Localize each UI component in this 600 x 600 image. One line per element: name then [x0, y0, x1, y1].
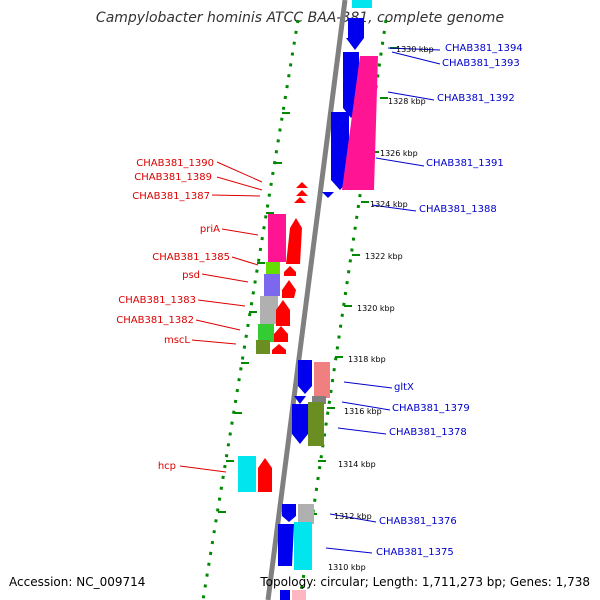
gene-label: CHAB381_1378 — [389, 427, 467, 438]
gene-label: CHAB381_1385 — [152, 252, 230, 263]
gene-block-psd — [264, 274, 280, 296]
gene-block-gltX-dark — [312, 396, 326, 404]
gene-arrow-1393 — [342, 56, 378, 190]
gene-arrow-1375 — [278, 524, 294, 566]
gene-arrow-1378 — [292, 404, 308, 444]
gene-label: CHAB381_1379 — [392, 403, 470, 414]
map-title: Campylobacter hominis ATCC BAA-381, comp… — [95, 10, 505, 26]
gene-arrow-1390 — [296, 182, 308, 188]
tick-label: 1318 kbp — [348, 355, 386, 364]
plus-strand-genes — [278, 0, 378, 600]
gene-block-priA — [268, 214, 286, 262]
tick-label: 1316 kbp — [344, 407, 382, 416]
gene-block-bottom-blue — [280, 590, 290, 600]
gene-arrow-1379b — [294, 396, 306, 404]
gene-block-hcp — [238, 456, 256, 492]
label-connectors-right — [325, 47, 441, 554]
genome-backbone — [265, 0, 348, 600]
minus-strand-labels: CHAB381_1390 CHAB381_1389 CHAB381_1387 p… — [116, 158, 230, 472]
gene-label: mscL — [164, 335, 190, 346]
gene-arrow-mscL — [272, 344, 286, 354]
minus-strand-genes — [238, 182, 308, 492]
gene-block-mscL — [256, 340, 270, 354]
gene-arrow-1383 — [276, 300, 290, 326]
plus-strand-labels: CHAB381_1394 CHAB381_1393 CHAB381_1392 C… — [376, 43, 523, 558]
tick-label: 1310 kbp — [328, 563, 366, 572]
gene-label: CHAB381_1390 — [136, 158, 214, 169]
gene-arrow-1394 — [346, 38, 364, 50]
gene-block-1385 — [266, 262, 280, 274]
gene-arrow-priA — [286, 218, 302, 264]
gene-label: CHAB381_1391 — [426, 158, 504, 169]
tick-label: 1314 kbp — [338, 460, 376, 469]
tick-label: 1322 kbp — [365, 252, 403, 261]
gene-arrow-hcp — [258, 458, 272, 492]
tick-label: 1328 kbp — [388, 97, 426, 106]
gene-arrow-1379a — [298, 360, 312, 394]
gene-block-1382 — [258, 324, 274, 342]
gene-block-1378 — [308, 402, 324, 446]
tick-label: 1320 kbp — [357, 304, 395, 313]
gene-arrow-psd — [282, 280, 296, 298]
tick-label: 1326 kbp — [380, 149, 418, 158]
accession-text: Accession: NC_009714 — [9, 575, 146, 589]
tick-label: 1324 kbp — [370, 200, 408, 209]
gene-label: CHAB381_1382 — [116, 315, 194, 326]
gene-arrow-1385 — [284, 266, 296, 276]
topology-text: Topology: circular; Length: 1,711,273 bp… — [260, 575, 590, 589]
gene-arrow-1382 — [274, 326, 288, 342]
gene-label: gltX — [394, 382, 414, 393]
gene-label: CHAB381_1394 — [445, 43, 523, 54]
gene-label: CHAB381_1389 — [134, 172, 212, 183]
gene-label: psd — [182, 270, 200, 281]
gene-label: priA — [200, 224, 220, 235]
gene-label: CHAB381_1387 — [132, 191, 210, 202]
gene-arrow-1388 — [322, 192, 334, 198]
gene-block-1383 — [260, 296, 278, 324]
label-connectors-left — [179, 161, 263, 473]
gene-block-1394 — [348, 18, 364, 38]
gene-arrow-1389 — [296, 190, 308, 196]
gene-block-cyan-top — [352, 0, 372, 8]
tick-label: 1312 kbp — [334, 512, 372, 521]
gene-arrow-1387 — [294, 197, 306, 203]
gene-label: CHAB381_1392 — [437, 93, 515, 104]
gene-block-grey-1376 — [298, 504, 314, 524]
gene-block-cyan-1375 — [294, 522, 312, 570]
gene-label: CHAB381_1388 — [419, 204, 497, 215]
tick-label: 1330 kbp — [396, 45, 434, 54]
gene-label: CHAB381_1375 — [376, 547, 454, 558]
gene-arrow-1376 — [282, 504, 296, 522]
kbp-tick-labels: 1330 kbp 1328 kbp 1326 kbp 1324 kbp 1322… — [328, 45, 434, 572]
gene-label: CHAB381_1376 — [379, 516, 457, 527]
gene-label: CHAB381_1383 — [118, 295, 196, 306]
gene-block-gltX — [314, 362, 330, 398]
gene-label: hcp — [158, 461, 176, 472]
gene-arrow-1391 — [331, 112, 349, 190]
gene-label: CHAB381_1393 — [442, 58, 520, 69]
gene-block-pink-bottom — [292, 590, 306, 600]
